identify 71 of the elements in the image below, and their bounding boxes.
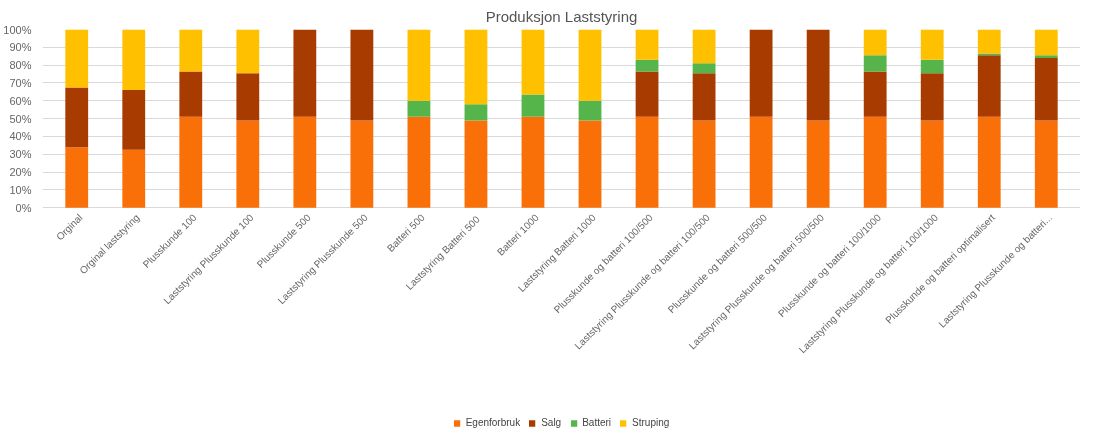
bar (749, 116, 773, 208)
bar (293, 29, 317, 117)
bar (635, 71, 659, 117)
bar (65, 87, 89, 148)
bar (179, 29, 203, 72)
bar (1034, 120, 1058, 208)
bar (521, 116, 545, 208)
y-tick-label: 50% (9, 112, 32, 125)
y-tick-label: 70% (9, 76, 32, 89)
y-tick-label: 20% (9, 166, 32, 179)
bar (179, 116, 203, 208)
bar (863, 55, 887, 72)
bar (179, 71, 203, 117)
bar (1034, 55, 1058, 59)
bar (977, 116, 1001, 208)
bar (692, 29, 716, 64)
bar (350, 120, 374, 208)
bar (407, 29, 431, 101)
bar (806, 29, 830, 121)
y-tick-label: 100% (3, 23, 32, 36)
bar (464, 104, 488, 121)
y-tick-label: 10% (9, 183, 32, 196)
bar (920, 59, 944, 74)
y-tick-label: 0% (15, 201, 32, 214)
bar (407, 100, 431, 117)
chart-title: Produksjon Laststyring (485, 7, 638, 25)
bar (464, 29, 488, 105)
y-tick-label: 90% (9, 41, 32, 54)
bar (578, 29, 602, 101)
bar (122, 149, 146, 208)
bar (236, 120, 260, 208)
legend-label: Salg (541, 417, 562, 428)
bar (863, 71, 887, 117)
bar (407, 116, 431, 208)
bar (806, 120, 830, 208)
bar (293, 116, 317, 208)
bar (521, 29, 545, 95)
bar (65, 147, 89, 208)
bar (464, 120, 488, 208)
bar (920, 120, 944, 208)
bar (635, 116, 659, 208)
bar (749, 29, 773, 117)
bar (692, 63, 716, 74)
y-tick-label: 60% (9, 94, 32, 107)
bar (578, 120, 602, 208)
bar (977, 29, 1001, 54)
bar (578, 100, 602, 121)
bar (977, 55, 1001, 117)
y-tick-label: 80% (9, 59, 32, 72)
bar (635, 29, 659, 60)
bar (236, 73, 260, 121)
legend-label: Batteri (582, 417, 612, 428)
y-tick-label: 30% (9, 148, 32, 161)
legend-label: Struping (632, 417, 670, 428)
bar (863, 29, 887, 56)
bar (920, 73, 944, 121)
bar (1034, 29, 1058, 56)
y-tick-label: 40% (9, 130, 32, 143)
bar (236, 29, 260, 74)
bar (122, 29, 146, 91)
bar (122, 90, 146, 150)
bar (863, 116, 887, 208)
bar (920, 29, 944, 60)
bar (635, 59, 659, 72)
bar (692, 73, 716, 121)
bar (65, 29, 89, 88)
bar (1034, 58, 1058, 121)
bar (521, 94, 545, 117)
legend-label: Egenforbruk (465, 417, 521, 428)
bar (692, 120, 716, 208)
bar (350, 29, 374, 121)
